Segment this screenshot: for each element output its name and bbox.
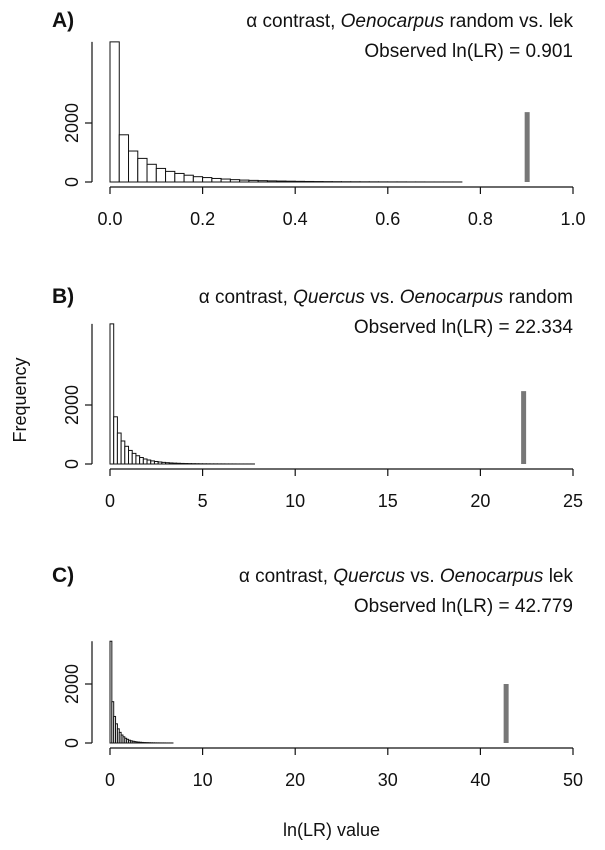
x-tick-label: 0.4 [283,209,308,229]
panel-title: α contrast, Quercus vs. Oenocarpus lek [239,566,574,587]
x-tick-label: 10 [193,770,213,790]
bar [128,449,133,465]
bar [128,150,139,183]
x-tick-label: 0.8 [468,209,493,229]
bar [116,432,122,465]
y-tick-label: 2000 [62,385,82,425]
bar [146,459,152,465]
title-part: random [503,287,573,308]
bar [211,177,222,183]
panel-title: α contrast, Quercus vs. Oenocarpus rando… [199,287,573,308]
x-tick-label: 20 [470,491,490,511]
bar [109,41,120,183]
y-tick-label: 2000 [62,103,82,143]
annotation: Observed ln(LR) = 0.901 [364,41,573,62]
title-part: random vs. lek [444,11,573,32]
x-tick-label: 0 [105,491,115,511]
title-part: Oenocarpus [341,11,445,32]
x-tick-label: 0.2 [190,209,215,229]
bar [131,452,137,465]
bar [165,170,176,183]
title-part: α contrast, [199,287,293,308]
bar [139,457,144,465]
title-part: Quercus [293,287,365,308]
x-tick-label: 1.0 [560,209,585,229]
title-part: lek [543,566,573,587]
y-tick-label: 0 [62,459,82,469]
bar [137,157,148,183]
x-tick-label: 50 [563,770,583,790]
x-tick-label: 0.6 [375,209,400,229]
annotation: Observed ln(LR) = 22.334 [354,317,574,338]
title-part: Quercus [333,566,405,587]
x-tick-label: 20 [285,770,305,790]
bar [135,455,141,465]
x-tick-label: 15 [378,491,398,511]
y-tick-label: 2000 [62,664,82,704]
x-tick-label: 0.0 [97,209,122,229]
y-tick-label: 0 [62,177,82,187]
x-tick-label: 0 [105,770,115,790]
x-tick-label: 10 [285,491,305,511]
annotation: Observed ln(LR) = 42.779 [354,596,573,617]
title-part: vs. [365,287,400,308]
bar [109,323,115,465]
bar [202,177,213,183]
bar [124,445,130,465]
x-tick-label: 5 [198,491,208,511]
y-tick-label: 0 [62,738,82,748]
x-tick-label: 25 [563,491,583,511]
y-axis-label: Frequency [10,357,30,442]
title-part: α contrast, [246,11,340,32]
bar [174,172,185,183]
bar [120,440,126,465]
title-part: vs. [405,566,440,587]
bar [146,163,157,183]
panel-title: α contrast, Oenocarpus random vs. lek [246,11,573,32]
panel-letter: C) [52,564,74,587]
x-axis-label: ln(LR) value [283,820,380,840]
bar [155,167,167,183]
x-tick-label: 30 [378,770,398,790]
bar [113,416,118,465]
bar [183,174,194,183]
title-part: Oenocarpus [400,287,504,308]
panel-letter: B) [52,285,74,308]
bar [142,458,148,465]
title-part: α contrast, [239,566,333,587]
bar [118,134,130,183]
bar [192,176,204,183]
title-part: Oenocarpus [440,566,544,587]
panel-letter: A) [52,9,74,32]
x-tick-label: 40 [470,770,490,790]
